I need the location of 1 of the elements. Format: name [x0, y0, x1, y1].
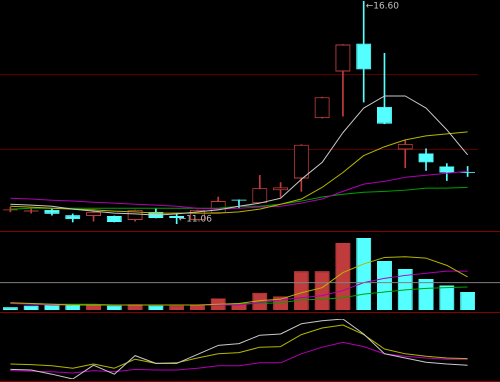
annotation: ←16.60: [366, 1, 400, 12]
